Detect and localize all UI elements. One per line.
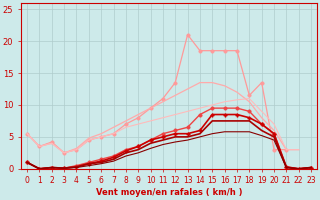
- X-axis label: Vent moyen/en rafales ( km/h ): Vent moyen/en rafales ( km/h ): [96, 188, 242, 197]
